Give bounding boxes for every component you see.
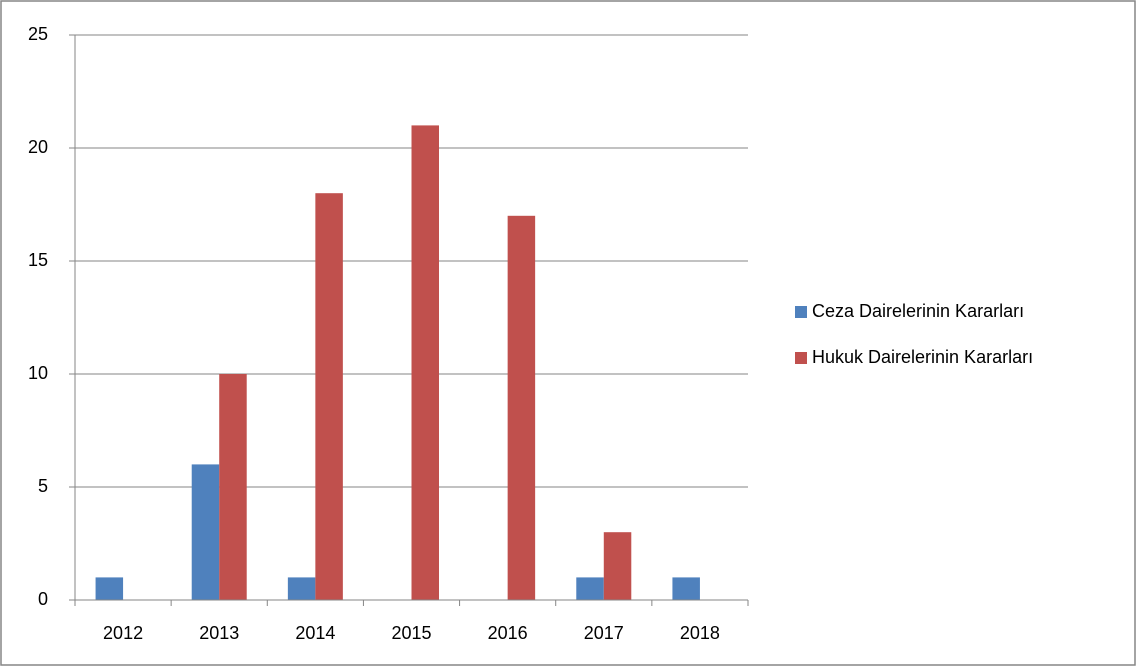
- bar: [576, 577, 604, 600]
- legend-label: Ceza Dairelerinin Kararları: [812, 301, 1024, 321]
- x-tick-label: 2015: [391, 623, 431, 643]
- x-tick-label: 2017: [584, 623, 624, 643]
- x-tick-label: 2013: [199, 623, 239, 643]
- bar: [95, 577, 124, 600]
- x-tick-label: 2012: [103, 623, 143, 643]
- legend-label: Hukuk Dairelerinin Kararları: [812, 347, 1033, 367]
- bar: [315, 193, 343, 600]
- bar: [507, 215, 536, 601]
- legend-swatch: [795, 306, 807, 318]
- x-tick-label: 2018: [680, 623, 720, 643]
- bar: [287, 577, 316, 600]
- y-tick-label: 15: [28, 250, 48, 270]
- bar: [603, 532, 632, 600]
- y-tick-label: 5: [38, 476, 48, 496]
- bar: [411, 125, 439, 601]
- y-tick-label: 25: [28, 24, 48, 44]
- legend-swatch: [795, 352, 807, 364]
- bar: [219, 374, 247, 600]
- y-tick-label: 20: [28, 137, 48, 157]
- bar: [191, 464, 220, 600]
- y-tick-label: 10: [28, 363, 48, 383]
- y-tick-label: 0: [38, 589, 48, 609]
- x-tick-label: 2016: [488, 623, 528, 643]
- x-tick-label: 2014: [295, 623, 335, 643]
- bar: [672, 577, 700, 600]
